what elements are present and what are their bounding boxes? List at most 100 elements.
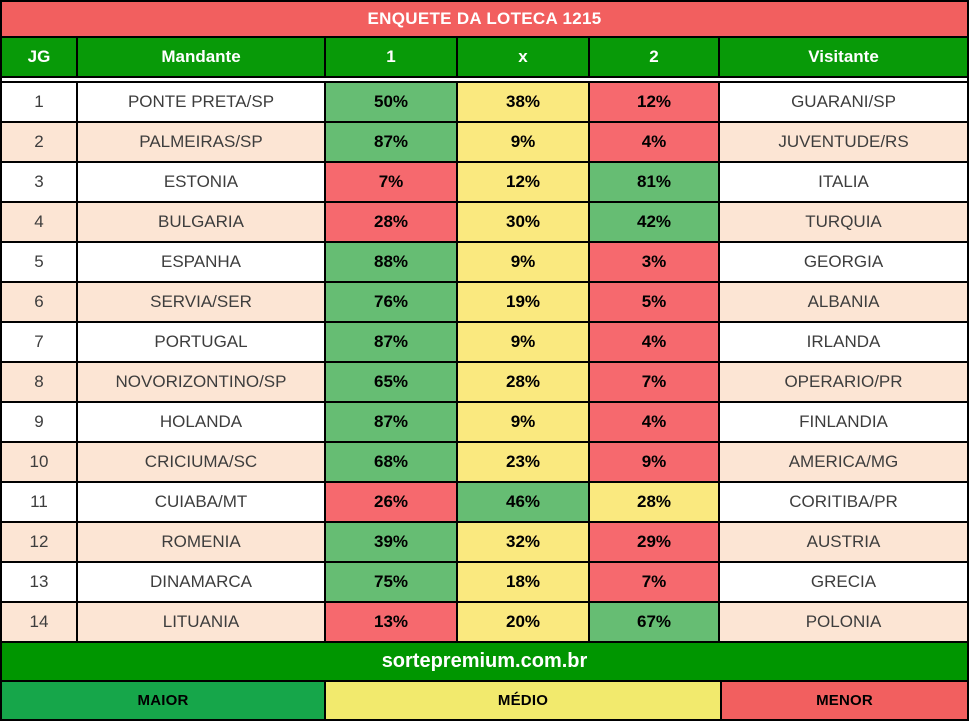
game-number: 3	[2, 163, 76, 201]
away-team: AUSTRIA	[720, 523, 967, 561]
away-team: OPERARIO/PR	[720, 363, 967, 401]
home-team: CRICIUMA/SC	[78, 443, 324, 481]
legend-maior: MAIOR	[2, 682, 324, 719]
home-team: ESTONIA	[78, 163, 324, 201]
prob-away-win: 12%	[590, 83, 718, 121]
prob-draw: 46%	[458, 483, 588, 521]
game-number: 12	[2, 523, 76, 561]
prob-home-win: 87%	[326, 123, 456, 161]
table-row: 9 HOLANDA 87% 9% 4% FINLANDIA	[2, 403, 967, 441]
home-team: NOVORIZONTINO/SP	[78, 363, 324, 401]
prob-home-win: 87%	[326, 323, 456, 361]
table-row: 3 ESTONIA 7% 12% 81% ITALIA	[2, 163, 967, 201]
col-header-mandante: Mandante	[78, 38, 324, 76]
prob-away-win: 3%	[590, 243, 718, 281]
prob-away-win: 67%	[590, 603, 718, 641]
col-header-2: 2	[590, 38, 718, 76]
away-team: TURQUIA	[720, 203, 967, 241]
prob-home-win: 65%	[326, 363, 456, 401]
prob-draw: 9%	[458, 403, 588, 441]
table-row: 1 PONTE PRETA/SP 50% 38% 12% GUARANI/SP	[2, 83, 967, 121]
prob-away-win: 4%	[590, 123, 718, 161]
table-header-row: JG Mandante 1 x 2 Visitante	[2, 38, 967, 76]
prob-draw: 32%	[458, 523, 588, 561]
table-row: 8 NOVORIZONTINO/SP 65% 28% 7% OPERARIO/P…	[2, 363, 967, 401]
prob-away-win: 7%	[590, 363, 718, 401]
home-team: ESPANHA	[78, 243, 324, 281]
table-body: 1 PONTE PRETA/SP 50% 38% 12% GUARANI/SP …	[2, 83, 967, 641]
legend-row: MAIOR MÉDIO MENOR	[2, 682, 967, 719]
away-team: ITALIA	[720, 163, 967, 201]
table-row: 11 CUIABA/MT 26% 46% 28% CORITIBA/PR	[2, 483, 967, 521]
prob-away-win: 9%	[590, 443, 718, 481]
game-number: 7	[2, 323, 76, 361]
prob-away-win: 81%	[590, 163, 718, 201]
prob-draw: 9%	[458, 243, 588, 281]
game-number: 14	[2, 603, 76, 641]
home-team: PONTE PRETA/SP	[78, 83, 324, 121]
prob-home-win: 39%	[326, 523, 456, 561]
page-title: ENQUETE DA LOTECA 1215	[367, 9, 602, 28]
prob-draw: 38%	[458, 83, 588, 121]
home-team: BULGARIA	[78, 203, 324, 241]
away-team: AMERICA/MG	[720, 443, 967, 481]
home-team: PORTUGAL	[78, 323, 324, 361]
game-number: 5	[2, 243, 76, 281]
away-team: GRECIA	[720, 563, 967, 601]
prob-draw: 19%	[458, 283, 588, 321]
game-number: 8	[2, 363, 76, 401]
game-number: 6	[2, 283, 76, 321]
prob-draw: 30%	[458, 203, 588, 241]
prob-home-win: 13%	[326, 603, 456, 641]
prob-draw: 20%	[458, 603, 588, 641]
game-number: 9	[2, 403, 76, 441]
away-team: FINLANDIA	[720, 403, 967, 441]
prob-home-win: 50%	[326, 83, 456, 121]
game-number: 2	[2, 123, 76, 161]
prob-home-win: 26%	[326, 483, 456, 521]
prob-draw: 9%	[458, 123, 588, 161]
away-team: ALBANIA	[720, 283, 967, 321]
prob-home-win: 68%	[326, 443, 456, 481]
away-team: GUARANI/SP	[720, 83, 967, 121]
table-row: 14 LITUANIA 13% 20% 67% POLONIA	[2, 603, 967, 641]
table-row: 10 CRICIUMA/SC 68% 23% 9% AMERICA/MG	[2, 443, 967, 481]
legend-medio: MÉDIO	[326, 682, 720, 719]
table-row: 12 ROMENIA 39% 32% 29% AUSTRIA	[2, 523, 967, 561]
home-team: SERVIA/SER	[78, 283, 324, 321]
home-team: PALMEIRAS/SP	[78, 123, 324, 161]
prob-away-win: 7%	[590, 563, 718, 601]
away-team: IRLANDA	[720, 323, 967, 361]
away-team: CORITIBA/PR	[720, 483, 967, 521]
col-header-1: 1	[326, 38, 456, 76]
game-number: 1	[2, 83, 76, 121]
prob-draw: 9%	[458, 323, 588, 361]
table-row: 13 DINAMARCA 75% 18% 7% GRECIA	[2, 563, 967, 601]
legend-menor: MENOR	[722, 682, 967, 719]
home-team: CUIABA/MT	[78, 483, 324, 521]
title-bar: ENQUETE DA LOTECA 1215	[2, 2, 967, 36]
home-team: HOLANDA	[78, 403, 324, 441]
prob-away-win: 28%	[590, 483, 718, 521]
game-number: 4	[2, 203, 76, 241]
prob-draw: 12%	[458, 163, 588, 201]
prob-away-win: 5%	[590, 283, 718, 321]
prob-away-win: 4%	[590, 323, 718, 361]
home-team: ROMENIA	[78, 523, 324, 561]
prob-draw: 18%	[458, 563, 588, 601]
game-number: 11	[2, 483, 76, 521]
col-header-visitante: Visitante	[720, 38, 967, 76]
away-team: JUVENTUDE/RS	[720, 123, 967, 161]
away-team: GEORGIA	[720, 243, 967, 281]
prob-home-win: 7%	[326, 163, 456, 201]
home-team: DINAMARCA	[78, 563, 324, 601]
table-row: 6 SERVIA/SER 76% 19% 5% ALBANIA	[2, 283, 967, 321]
table-row: 4 BULGARIA 28% 30% 42% TURQUIA	[2, 203, 967, 241]
prob-home-win: 88%	[326, 243, 456, 281]
home-team: LITUANIA	[78, 603, 324, 641]
prob-away-win: 4%	[590, 403, 718, 441]
prob-away-win: 29%	[590, 523, 718, 561]
website-text: sortepremium.com.br	[381, 650, 588, 672]
header-gap	[2, 78, 967, 81]
